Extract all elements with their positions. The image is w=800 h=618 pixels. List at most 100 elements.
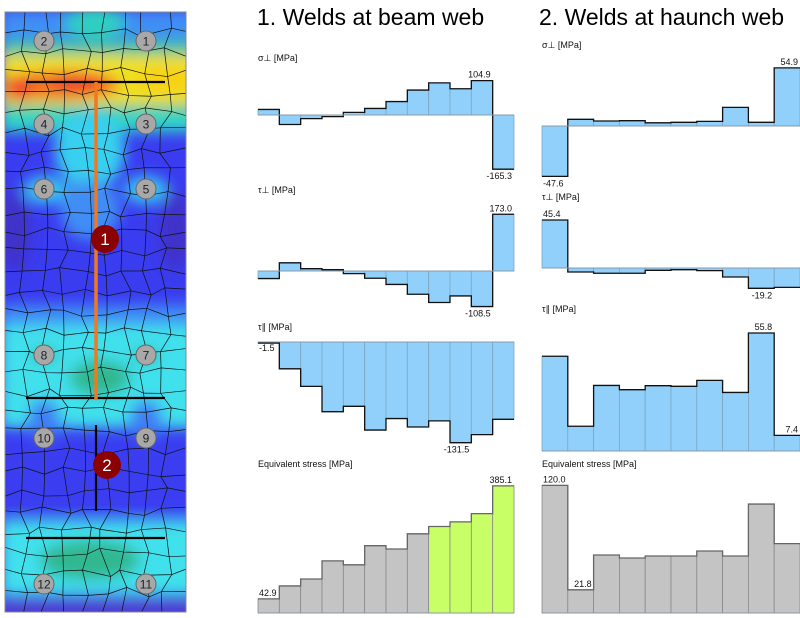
bar[interactable] bbox=[644, 555, 672, 614]
bar[interactable] bbox=[492, 485, 515, 614]
bar[interactable] bbox=[385, 270, 408, 285]
bar[interactable] bbox=[449, 88, 472, 116]
bar[interactable] bbox=[257, 341, 280, 344]
bar[interactable] bbox=[342, 564, 366, 614]
bar[interactable] bbox=[670, 555, 698, 614]
bar[interactable] bbox=[385, 101, 408, 116]
bar[interactable] bbox=[470, 513, 494, 614]
bolt-9[interactable]: 9 bbox=[135, 427, 157, 449]
bar[interactable] bbox=[470, 341, 494, 436]
bolt-1[interactable]: 1 bbox=[135, 30, 157, 52]
bar[interactable] bbox=[593, 120, 620, 127]
bar[interactable] bbox=[364, 341, 387, 431]
bar[interactable] bbox=[278, 585, 302, 614]
bar[interactable] bbox=[321, 269, 344, 272]
bar[interactable] bbox=[696, 267, 723, 272]
bar[interactable] bbox=[696, 550, 723, 614]
bar[interactable] bbox=[492, 114, 515, 170]
bar[interactable] bbox=[449, 521, 472, 614]
bar[interactable] bbox=[670, 267, 698, 271]
bar[interactable] bbox=[644, 122, 672, 127]
bar[interactable] bbox=[722, 392, 749, 452]
bar[interactable] bbox=[773, 67, 800, 127]
bar[interactable] bbox=[670, 121, 698, 127]
bar[interactable] bbox=[257, 270, 280, 279]
bar[interactable] bbox=[541, 219, 569, 269]
bar[interactable] bbox=[619, 120, 646, 127]
bar[interactable] bbox=[428, 526, 451, 614]
bar[interactable] bbox=[364, 545, 387, 614]
bar[interactable] bbox=[696, 379, 723, 452]
bolt-10[interactable]: 10 bbox=[33, 427, 55, 449]
bar[interactable] bbox=[342, 341, 366, 407]
bar[interactable] bbox=[406, 341, 430, 428]
bar[interactable] bbox=[670, 385, 698, 452]
bolt-7[interactable]: 7 bbox=[135, 344, 157, 366]
bar[interactable] bbox=[364, 270, 387, 279]
bar[interactable] bbox=[428, 341, 451, 422]
bar[interactable] bbox=[773, 267, 800, 288]
bolt-3[interactable]: 3 bbox=[135, 113, 157, 135]
bar[interactable] bbox=[470, 80, 494, 116]
bar[interactable] bbox=[619, 557, 646, 614]
bar[interactable] bbox=[321, 560, 344, 614]
bar[interactable] bbox=[593, 554, 620, 614]
bar[interactable] bbox=[300, 114, 323, 120]
weld-marker-2[interactable]: 2 bbox=[93, 451, 121, 479]
bar[interactable] bbox=[593, 385, 620, 452]
bar[interactable] bbox=[300, 268, 323, 272]
bar[interactable] bbox=[567, 589, 594, 614]
bar[interactable] bbox=[492, 341, 515, 420]
bar[interactable] bbox=[593, 267, 620, 274]
bar[interactable] bbox=[748, 121, 775, 127]
bolt-2[interactable]: 2 bbox=[33, 30, 55, 52]
bar[interactable] bbox=[364, 108, 387, 116]
bar[interactable] bbox=[748, 267, 775, 289]
bolt-8[interactable]: 8 bbox=[33, 344, 55, 366]
bar[interactable] bbox=[321, 114, 344, 118]
bar[interactable] bbox=[449, 341, 472, 444]
bar[interactable] bbox=[406, 533, 430, 614]
bar[interactable] bbox=[722, 267, 749, 278]
bar[interactable] bbox=[385, 341, 408, 419]
bar[interactable] bbox=[342, 270, 366, 275]
bar[interactable] bbox=[449, 270, 472, 297]
bolt-12[interactable]: 12 bbox=[33, 573, 55, 595]
bar[interactable] bbox=[748, 332, 775, 452]
bolt-6[interactable]: 6 bbox=[33, 178, 55, 200]
bar[interactable] bbox=[385, 548, 408, 614]
bolt-11[interactable]: 11 bbox=[135, 573, 157, 595]
bar[interactable] bbox=[567, 267, 594, 273]
bar[interactable] bbox=[300, 578, 323, 614]
bar[interactable] bbox=[567, 425, 594, 452]
bar[interactable] bbox=[619, 389, 646, 452]
bar[interactable] bbox=[428, 82, 451, 116]
bar[interactable] bbox=[257, 109, 280, 116]
bar[interactable] bbox=[428, 270, 451, 303]
bar[interactable] bbox=[406, 89, 430, 116]
bar[interactable] bbox=[644, 267, 672, 271]
bar[interactable] bbox=[470, 270, 494, 307]
bar[interactable] bbox=[567, 118, 594, 127]
bar[interactable] bbox=[278, 114, 302, 125]
bar[interactable] bbox=[300, 341, 323, 387]
bar[interactable] bbox=[541, 125, 569, 177]
bar[interactable] bbox=[321, 341, 344, 413]
bar[interactable] bbox=[696, 120, 723, 127]
bar[interactable] bbox=[644, 385, 672, 452]
bar[interactable] bbox=[541, 484, 569, 614]
bar[interactable] bbox=[492, 213, 515, 272]
bar[interactable] bbox=[748, 503, 775, 614]
bar[interactable] bbox=[342, 111, 366, 116]
bolt-4[interactable]: 4 bbox=[33, 113, 55, 135]
bar[interactable] bbox=[278, 341, 302, 370]
bar[interactable] bbox=[773, 434, 800, 452]
bar[interactable] bbox=[722, 106, 749, 127]
bar[interactable] bbox=[619, 267, 646, 274]
bar[interactable] bbox=[541, 355, 569, 452]
bar[interactable] bbox=[278, 262, 302, 272]
bar[interactable] bbox=[406, 270, 430, 295]
bolt-5[interactable]: 5 bbox=[135, 178, 157, 200]
weld-marker-1[interactable]: 1 bbox=[91, 225, 119, 253]
